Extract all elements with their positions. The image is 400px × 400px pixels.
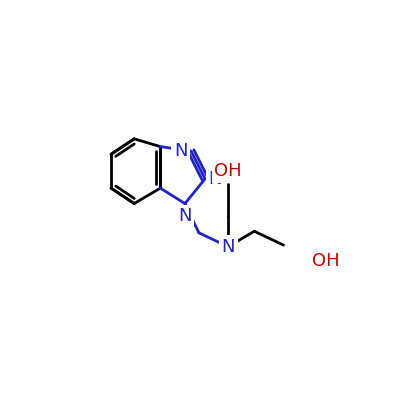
Text: N: N [178, 207, 192, 225]
Text: N: N [174, 142, 188, 160]
Text: N: N [209, 170, 222, 188]
Text: N: N [221, 238, 235, 256]
Text: OH: OH [312, 252, 340, 270]
Text: OH: OH [214, 162, 242, 180]
